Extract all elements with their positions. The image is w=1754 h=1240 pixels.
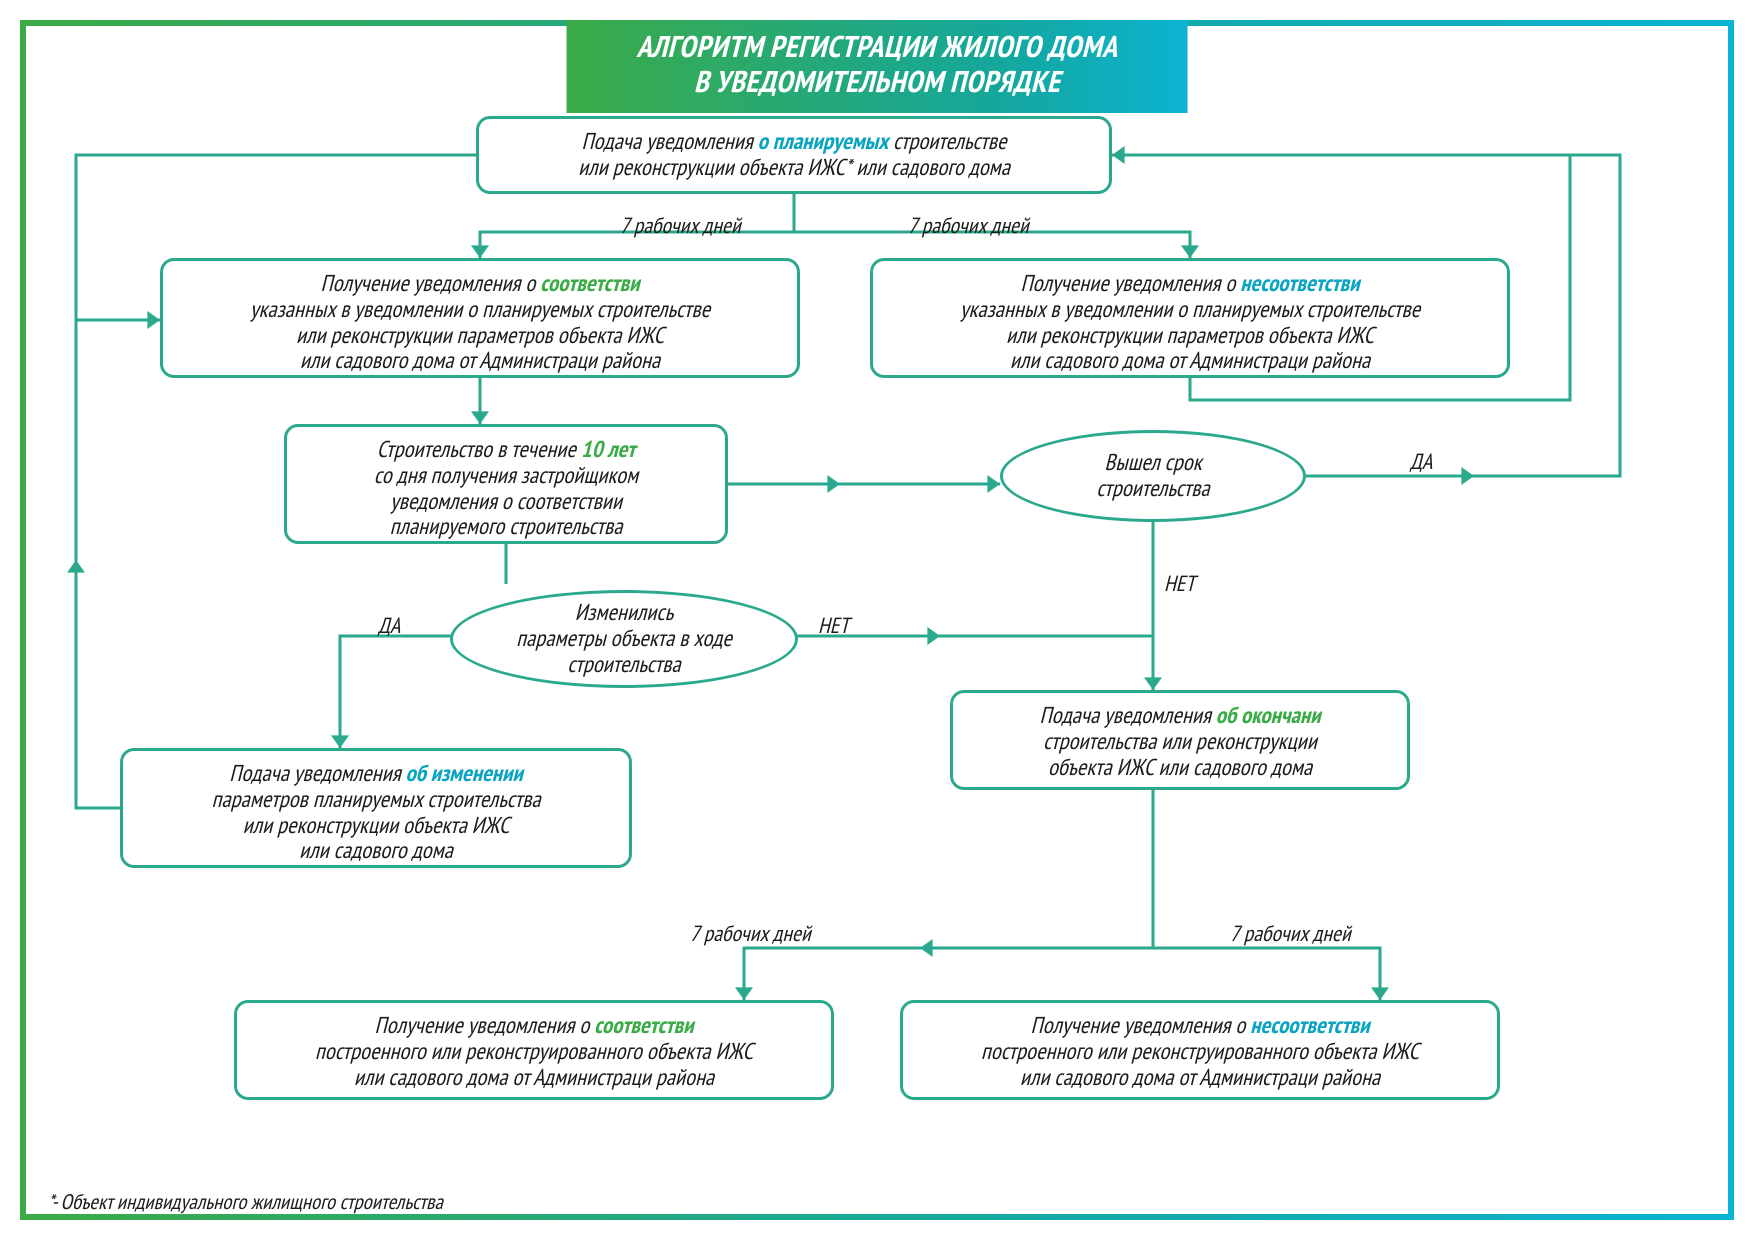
decision-params-changed: Изменилисьпараметры объекта в ходестроит… [450,590,798,688]
decision-deadline-expired: Вышел срокстроительства [1000,430,1306,522]
edge-label-net2: НЕТ [818,612,849,640]
footnote: *- Объект индивидуального жилищного стро… [48,1188,443,1215]
edge-label-l7d: 7 рабочих дней [1230,920,1351,948]
edge-label-da2: ДА [378,612,400,640]
edge-label-l7b: 7 рабочих дней [908,212,1029,240]
edge-label-l7a: 7 рабочих дней [620,212,741,240]
node-submit-change: Подача уведомления об изменениипараметро… [120,748,632,868]
edge-label-da1: ДА [1410,448,1432,476]
node-noncompliance-planned: Получение уведомления о несоответствиука… [870,258,1510,378]
node-construction-10-years: Строительство в течение 10 летсо дня пол… [284,424,728,544]
node-noncompliance-built: Получение уведомления о несоответствипос… [900,1000,1500,1100]
edge-label-l7c: 7 рабочих дней [690,920,811,948]
node-submit-planned: Подача уведомления о планируемых строите… [476,116,1112,194]
edge-label-net1: НЕТ [1164,570,1195,598]
node-compliance-planned: Получение уведомления о соответствиуказа… [160,258,800,378]
node-submit-completion: Подача уведомления об окончанистроительс… [950,690,1410,790]
node-compliance-built: Получение уведомления о соответствипостр… [234,1000,834,1100]
